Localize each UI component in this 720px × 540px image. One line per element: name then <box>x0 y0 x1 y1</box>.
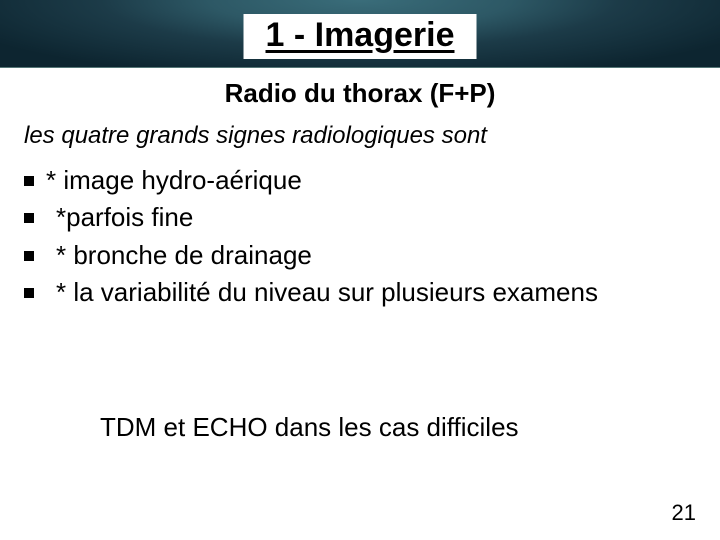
list-item: *parfois fine <box>24 201 680 234</box>
slide-subtitle: Radio du thorax (F+P) <box>0 78 720 109</box>
list-item: * la variabilité du niveau sur plusieurs… <box>24 276 680 309</box>
bullet-list: * image hydro-aérique *parfois fine * br… <box>24 164 680 313</box>
bullet-text: * bronche de drainage <box>46 239 680 272</box>
bullet-text: *parfois fine <box>46 201 680 234</box>
bullet-text: * la variabilité du niveau sur plusieurs… <box>46 276 680 309</box>
bullet-text: * image hydro-aérique <box>46 164 680 197</box>
list-item: * bronche de drainage <box>24 239 680 272</box>
title-box: 1 - Imagerie <box>244 14 477 59</box>
bullet-square-icon <box>24 288 34 298</box>
bullet-square-icon <box>24 213 34 223</box>
slide-title: 1 - Imagerie <box>266 16 455 55</box>
bullet-square-icon <box>24 251 34 261</box>
footer-note: TDM et ECHO dans les cas difficiles <box>100 412 680 443</box>
page-number: 21 <box>672 500 696 526</box>
intro-line: les quatre grands signes radiologiques s… <box>24 122 487 150</box>
bullet-square-icon <box>24 176 34 186</box>
list-item: * image hydro-aérique <box>24 164 680 197</box>
